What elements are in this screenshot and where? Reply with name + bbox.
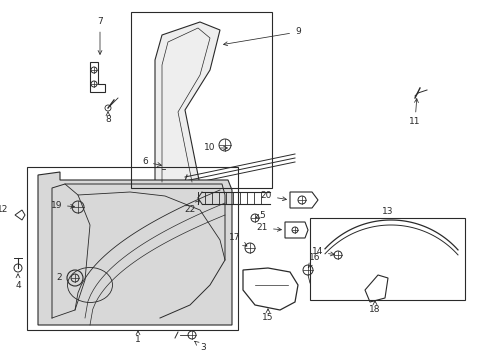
Bar bbox=[131, 12, 272, 188]
Text: 7: 7 bbox=[97, 18, 103, 54]
Text: 10: 10 bbox=[203, 144, 227, 153]
Text: 21: 21 bbox=[257, 224, 281, 233]
Text: 18: 18 bbox=[369, 301, 381, 315]
Text: 15: 15 bbox=[262, 309, 274, 323]
Text: 19: 19 bbox=[50, 201, 74, 210]
Text: 9: 9 bbox=[223, 27, 301, 46]
Bar bbox=[27, 167, 238, 330]
Polygon shape bbox=[155, 22, 220, 185]
Text: 1: 1 bbox=[135, 331, 141, 345]
Bar bbox=[165, 166, 177, 173]
Text: 3: 3 bbox=[195, 341, 206, 352]
Text: 14: 14 bbox=[312, 248, 334, 256]
Text: 20: 20 bbox=[261, 192, 287, 201]
Text: 16: 16 bbox=[308, 253, 321, 267]
Text: 2: 2 bbox=[56, 274, 62, 283]
Text: 6: 6 bbox=[142, 158, 161, 166]
Text: 12: 12 bbox=[0, 206, 8, 215]
Text: 22: 22 bbox=[185, 201, 199, 215]
Bar bbox=[310, 218, 465, 300]
Text: 4: 4 bbox=[15, 274, 21, 289]
Text: 5: 5 bbox=[256, 211, 265, 220]
Text: 13: 13 bbox=[382, 207, 394, 216]
Text: 8: 8 bbox=[105, 112, 111, 125]
Text: 17: 17 bbox=[228, 234, 247, 246]
Polygon shape bbox=[38, 172, 232, 325]
Text: 11: 11 bbox=[409, 99, 421, 126]
